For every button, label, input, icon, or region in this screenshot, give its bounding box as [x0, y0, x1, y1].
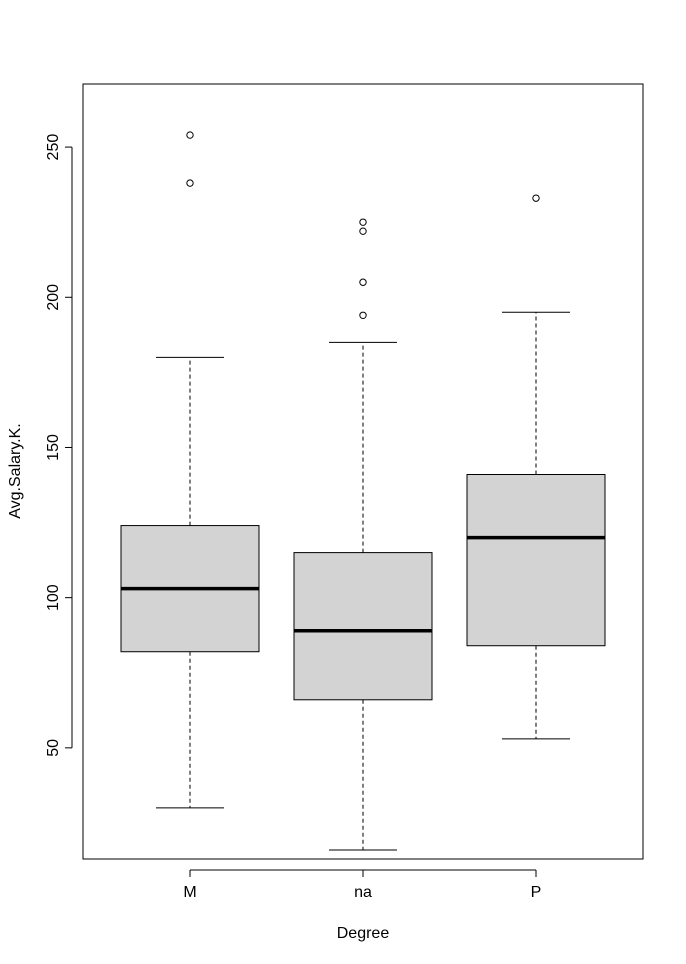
y-tick-label: 250	[45, 134, 62, 161]
y-tick-label: 50	[45, 739, 62, 757]
boxes-layer	[120, 131, 606, 851]
box-group-P	[466, 194, 606, 740]
box-group-na	[293, 218, 433, 851]
x-axis-title: Degree	[337, 925, 390, 942]
y-tick-label: 150	[45, 434, 62, 461]
outlier-point	[359, 278, 367, 286]
plot-frame	[82, 83, 644, 860]
y-tick-label: 200	[45, 284, 62, 311]
y-axis: 50 100 150 200 250	[45, 134, 73, 757]
iqr-box	[293, 552, 433, 701]
x-tick-label: na	[354, 884, 372, 901]
y-tick-label: 100	[45, 584, 62, 611]
iqr-box	[466, 474, 606, 647]
outlier-point	[359, 227, 367, 235]
box-group-M	[120, 131, 260, 809]
y-axis-title: Avg.Salary.K.	[7, 423, 24, 518]
x-tick-label: P	[531, 884, 542, 901]
outlier-point	[186, 179, 194, 187]
outlier-point	[532, 194, 540, 202]
outlier-point	[186, 131, 194, 139]
outlier-point	[359, 218, 367, 226]
x-tick-label: M	[183, 884, 196, 901]
outlier-point	[359, 311, 367, 319]
